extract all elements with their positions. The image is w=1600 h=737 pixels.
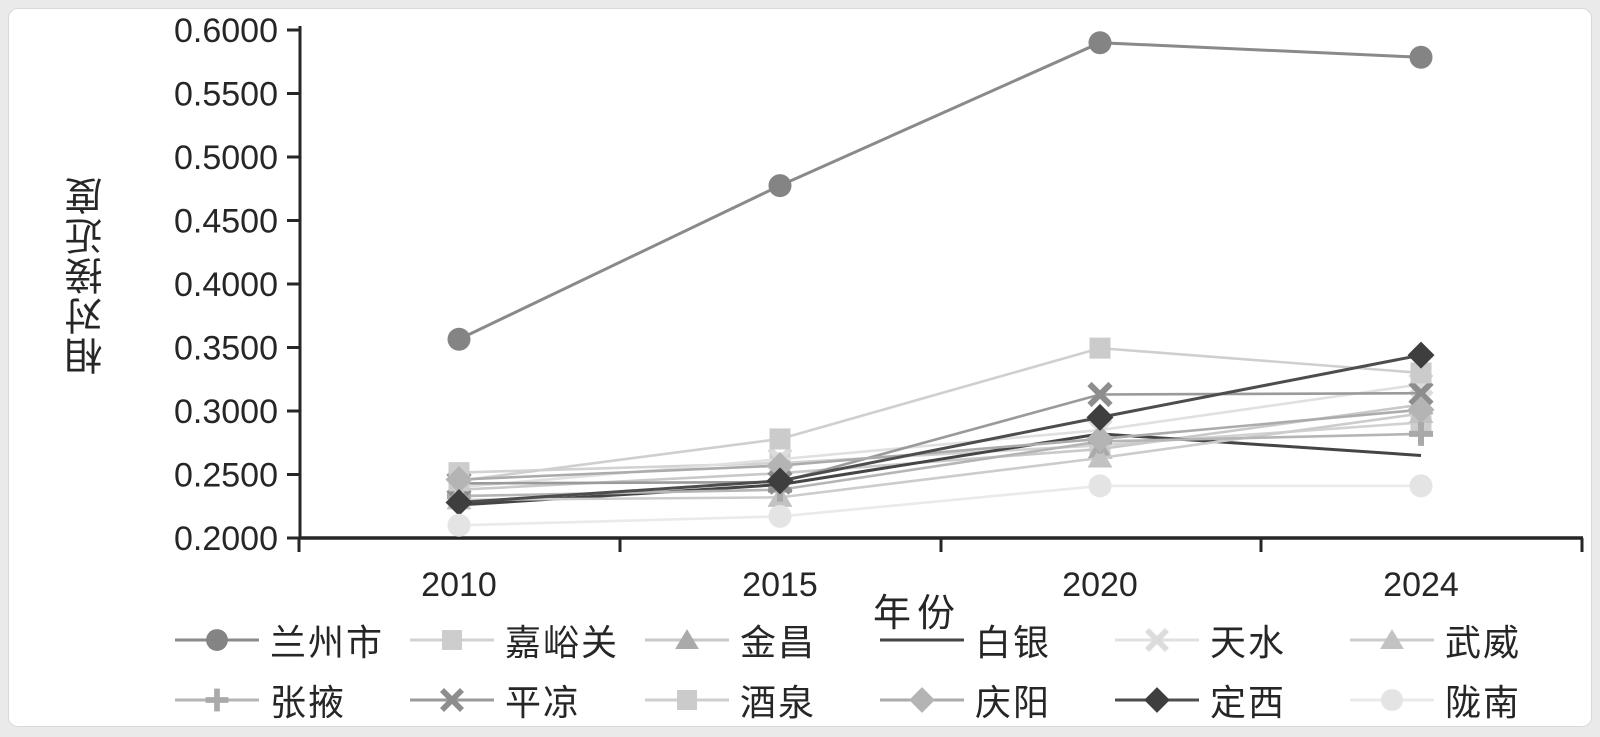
- diamond-marker-icon: [1086, 403, 1114, 431]
- y-tick-label: 0.2000: [174, 520, 278, 558]
- x-tick-label: 2024: [1383, 566, 1459, 604]
- y-tick-label: 0.3000: [174, 393, 278, 431]
- series-3: [458, 432, 1422, 507]
- circle-marker-icon: [1088, 474, 1112, 498]
- chart-card: [8, 8, 1592, 727]
- circle-marker-icon: [768, 174, 792, 198]
- y-axis-title: 相对接近度: [67, 175, 109, 375]
- series-line-4: [458, 383, 1422, 489]
- y-tick-label: 0.2500: [174, 457, 278, 495]
- circle-marker-icon: [1409, 45, 1433, 69]
- diamond-marker-icon: [1407, 396, 1435, 424]
- y-tick-label: 0.5000: [174, 139, 278, 177]
- series-line-10: [458, 353, 1422, 504]
- series-line-11: [458, 484, 1421, 527]
- series-11: [447, 474, 1433, 537]
- square-marker-icon: [1089, 337, 1111, 359]
- circle-marker-icon: [447, 327, 471, 351]
- diamond-marker-icon: [445, 488, 473, 516]
- circle-marker-icon: [1088, 31, 1112, 55]
- series-line-8: [458, 346, 1422, 483]
- x-tick-label: 2010: [421, 566, 497, 604]
- square-marker-icon: [1410, 362, 1432, 384]
- y-tick-label: 0.6000: [174, 12, 278, 50]
- triangle-marker-icon: [1087, 446, 1113, 468]
- diamond-marker-icon: [445, 466, 473, 494]
- y-tick-label: 0.4000: [174, 266, 278, 304]
- x-tick-label: 2020: [1062, 566, 1138, 604]
- y-tick-label: 0.3500: [174, 330, 278, 368]
- series-line-9: [458, 408, 1422, 481]
- series-9: [445, 396, 1435, 494]
- series-line-3: [458, 432, 1422, 507]
- x-marker-icon: [1408, 380, 1434, 406]
- diamond-marker-icon: [1086, 425, 1114, 453]
- series-0: [447, 31, 1433, 351]
- series-line-0: [458, 41, 1422, 341]
- square-marker-icon: [769, 428, 791, 450]
- y-tick-label: 0.5500: [174, 76, 278, 114]
- x-axis-title: 年份: [873, 593, 962, 635]
- diamond-marker-icon: [1407, 341, 1435, 369]
- x-marker-icon: [1087, 381, 1113, 408]
- x-tick-label: 2015: [742, 566, 818, 604]
- diamond-marker-icon: [766, 467, 794, 495]
- plus-marker-icon: [1409, 421, 1433, 446]
- series-line-5: [458, 412, 1422, 502]
- circle-marker-icon: [768, 504, 792, 528]
- y-tick-label: 0.4500: [174, 203, 278, 241]
- circle-marker-icon: [1409, 474, 1433, 498]
- circle-marker-icon: [447, 513, 471, 537]
- series-10: [445, 341, 1435, 516]
- diamond-marker-icon: [766, 452, 794, 480]
- series-line-1: [458, 421, 1422, 474]
- series-line-7: [458, 391, 1422, 485]
